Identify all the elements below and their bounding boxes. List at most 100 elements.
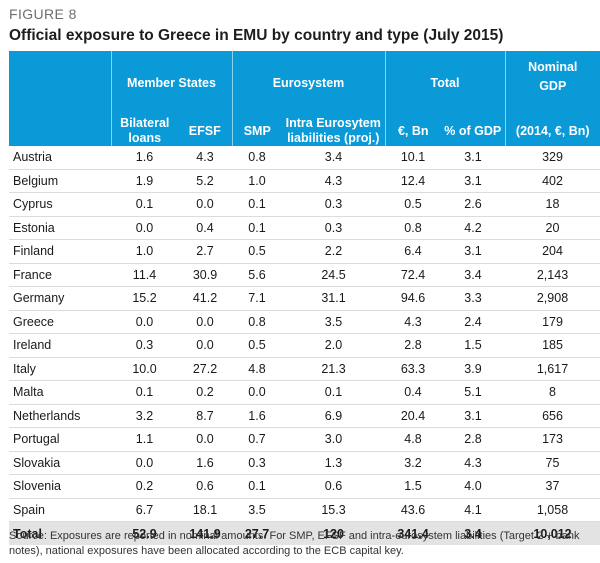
- cell-efsf: 27.2: [178, 357, 232, 381]
- cell-intra: 24.5: [282, 263, 385, 287]
- cell-bilateral: 0.3: [111, 333, 178, 358]
- cell-total-bn: 63.3: [385, 357, 441, 381]
- table-row: Spain 6.7 18.1 3.5 15.3 43.6 4.1 1,058: [9, 498, 600, 522]
- cell-efsf: 2.7: [178, 239, 232, 264]
- cell-efsf: 4.3: [178, 146, 232, 170]
- table-body: Austria 1.6 4.3 0.8 3.4 10.1 3.1 329 Belgium 1.9 5…: [9, 146, 600, 545]
- cell-country: Greece: [9, 310, 111, 334]
- cell-bilateral: 1.6: [111, 146, 178, 170]
- cell-total-bn: 12.4: [385, 169, 441, 193]
- header-blank-2: [9, 76, 111, 116]
- cell-country: Spain: [9, 498, 111, 522]
- cell-country: Total: [9, 521, 111, 545]
- header-group-total: Total: [384, 51, 505, 116]
- cell-gdp: 1,058: [505, 498, 600, 522]
- cell-total-bn: 6.4: [385, 239, 441, 264]
- cell-total-bn: 3.2: [385, 451, 441, 475]
- cell-gdp: 656: [505, 404, 600, 428]
- table-row: Greece 0.0 0.0 0.8 3.5 4.3 2.4 179: [9, 310, 600, 334]
- figure-title: Official exposure to Greece in EMU by co…: [9, 27, 504, 44]
- cell-gdp: 402: [505, 169, 600, 193]
- table-row: Slovenia 0.2 0.6 0.1 0.6 1.5 4.0 37: [9, 474, 600, 499]
- cell-pct-gdp: 3.3: [441, 286, 505, 311]
- cell-efsf: 41.2: [178, 286, 232, 311]
- source-line2: notes), national exposures have been all…: [9, 545, 404, 557]
- cell-bilateral: 11.4: [111, 263, 178, 287]
- cell-gdp: 179: [505, 310, 600, 334]
- cell-smp: 0.5: [232, 333, 282, 358]
- cell-smp: 4.8: [232, 357, 282, 381]
- header-bilateral-loans: Bilateral loans: [110, 116, 178, 146]
- header-intra-eurosystem: Intra Eurosytem liabilities (proj.): [282, 116, 385, 146]
- cell-pct-gdp: 1.5: [441, 333, 505, 358]
- cell-smp: 0.7: [232, 427, 282, 452]
- cell-efsf: 0.0: [178, 310, 232, 334]
- cell-country: Estonia: [9, 216, 111, 240]
- cell-smp: 0.8: [232, 146, 282, 170]
- cell-efsf: 1.6: [178, 451, 232, 475]
- cell-efsf: 0.0: [178, 192, 232, 217]
- cell-intra: 3.0: [282, 427, 385, 452]
- cell-total-bn: 0.4: [385, 380, 441, 405]
- header-pct-gdp: % of GDP: [441, 116, 505, 146]
- table-row: Finland 1.0 2.7 0.5 2.2 6.4 3.1 204: [9, 239, 600, 264]
- cell-country: Italy: [9, 357, 111, 381]
- cell-total-bn: 4.8: [385, 427, 441, 452]
- cell-bilateral: 0.2: [111, 474, 178, 499]
- table-row: Estonia 0.0 0.4 0.1 0.3 0.8 4.2 20: [9, 216, 600, 240]
- cell-smp: 27.7: [232, 521, 282, 545]
- header-nominal-line1: Nominal: [504, 51, 600, 76]
- cell-efsf: 5.2: [178, 169, 232, 193]
- total-row: Total 52.9 141.9 27.7 120 341.4 3.4 10,012: [9, 521, 600, 545]
- cell-country: Netherlands: [9, 404, 111, 428]
- cell-pct-gdp: 2.4: [441, 310, 505, 334]
- exposure-table: Member States Eurosystem Total Nominal G…: [9, 51, 600, 545]
- cell-gdp: 8: [505, 380, 600, 405]
- table-row: Netherlands 3.2 8.7 1.6 6.9 20.4 3.1 656: [9, 404, 600, 428]
- cell-intra: 2.2: [282, 239, 385, 264]
- header-efsf: EFSF: [178, 116, 232, 146]
- cell-smp: 1.6: [232, 404, 282, 428]
- cell-smp: 0.1: [232, 474, 282, 499]
- cell-bilateral: 3.2: [111, 404, 178, 428]
- header-group-total-label: Total: [430, 76, 460, 90]
- header-group-eurosystem-label: Eurosystem: [272, 76, 345, 90]
- cell-country: Belgium: [9, 169, 111, 193]
- header-nominal-line2: GDP: [504, 76, 600, 116]
- cell-smp: 7.1: [232, 286, 282, 311]
- cell-smp: 5.6: [232, 263, 282, 287]
- cell-country: Cyprus: [9, 192, 111, 217]
- cell-intra: 0.3: [282, 216, 385, 240]
- cell-intra: 2.0: [282, 333, 385, 358]
- cell-efsf: 30.9: [178, 263, 232, 287]
- cell-pct-gdp: 3.4: [441, 521, 505, 545]
- cell-pct-gdp: 4.0: [441, 474, 505, 499]
- cell-gdp: 1,617: [505, 357, 600, 381]
- cell-smp: 0.1: [232, 192, 282, 217]
- header-country: [9, 116, 111, 146]
- cell-pct-gdp: 4.1: [441, 498, 505, 522]
- cell-gdp: 2,143: [505, 263, 600, 287]
- cell-efsf: 0.2: [178, 380, 232, 405]
- cell-smp: 0.1: [232, 216, 282, 240]
- cell-intra: 120: [282, 521, 385, 545]
- header-gdp-2014: (2014, €, Bn): [504, 116, 600, 146]
- cell-bilateral: 15.2: [111, 286, 178, 311]
- cell-efsf: 0.6: [178, 474, 232, 499]
- cell-intra: 3.4: [282, 146, 385, 170]
- cell-gdp: 37: [505, 474, 600, 499]
- cell-country: Austria: [9, 146, 111, 170]
- cell-country: Germany: [9, 286, 111, 311]
- table-row: Italy 10.0 27.2 4.8 21.3 63.3 3.9 1,617: [9, 357, 600, 381]
- cell-gdp: 10,012: [505, 521, 600, 545]
- cell-smp: 3.5: [232, 498, 282, 522]
- cell-gdp: 173: [505, 427, 600, 452]
- cell-intra: 1.3: [282, 451, 385, 475]
- cell-pct-gdp: 3.1: [441, 146, 505, 170]
- table-row: Ireland 0.3 0.0 0.5 2.0 2.8 1.5 185: [9, 333, 600, 358]
- cell-efsf: 141.9: [178, 521, 232, 545]
- header-blank: [9, 51, 111, 76]
- table-header: Member States Eurosystem Total Nominal G…: [9, 51, 600, 146]
- cell-bilateral: 1.1: [111, 427, 178, 452]
